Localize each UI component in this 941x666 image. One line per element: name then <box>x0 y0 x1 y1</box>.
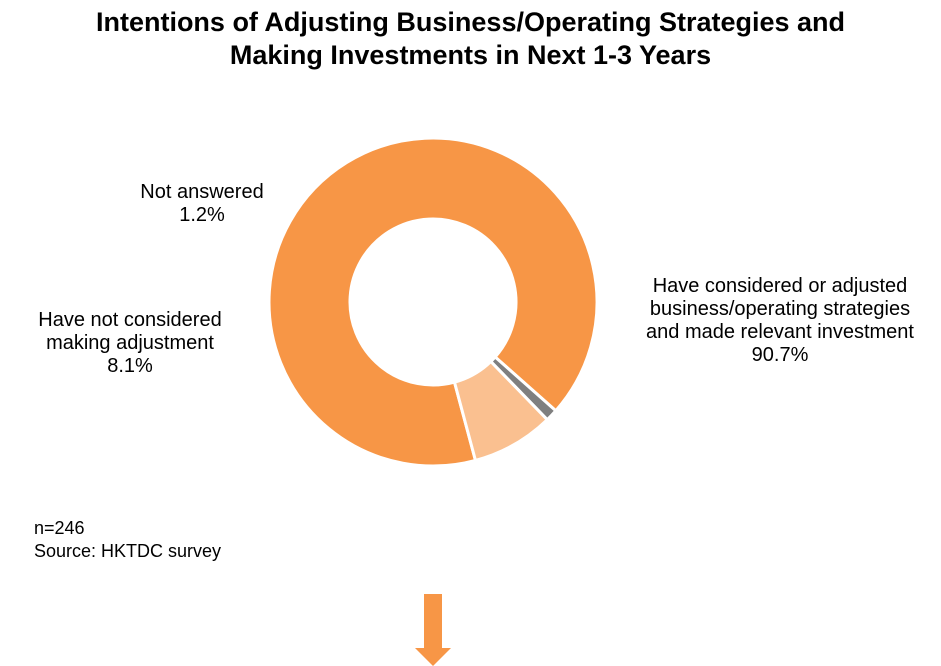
source-note: Source: HKTDC survey <box>34 541 222 561</box>
chart-title-line-2: Making Investments in Next 1-3 Years <box>229 40 712 70</box>
chart-title-line-1: Intentions of Adjusting Business/Operati… <box>95 7 846 37</box>
slice-label-not-considered-line-1: Have not considered <box>38 309 222 331</box>
slice-value-not-answered: 1.2% <box>179 204 225 226</box>
slice-label-considered-adjusted-line-3: and made relevant investment <box>646 321 914 343</box>
down-arrow-icon <box>415 594 451 666</box>
donut-slice-considered-adjusted <box>267 136 599 468</box>
slice-label-not-answered: Not answered 1.2% <box>116 181 288 227</box>
slice-value-not-considered: 8.1% <box>107 355 153 377</box>
slice-label-considered-adjusted-line-2: business/operating strategies <box>649 298 911 320</box>
slice-label-considered-adjusted: Have considered or adjusted business/ope… <box>622 275 938 367</box>
sample-size-note: n=246 <box>34 518 85 538</box>
slice-label-not-answered-line-1: Not answered <box>140 181 264 203</box>
slice-label-not-considered-line-2: making adjustment <box>46 332 214 354</box>
slice-label-not-considered: Have not considered making adjustment 8.… <box>14 309 246 378</box>
chart-notes: n=246 Source: HKTDC survey <box>34 517 221 563</box>
chart-title: Intentions of Adjusting Business/Operati… <box>0 6 941 72</box>
slice-label-considered-adjusted-line-1: Have considered or adjusted <box>652 275 908 297</box>
slice-value-considered-adjusted: 90.7% <box>751 344 809 366</box>
donut-slice-not-considered <box>452 360 549 462</box>
